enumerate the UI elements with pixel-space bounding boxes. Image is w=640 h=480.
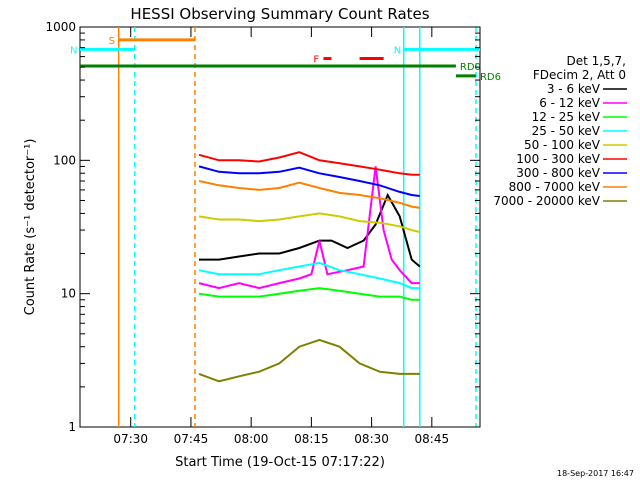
legend-header-line-1: Det 1,5,7, <box>567 54 627 68</box>
legend-entry-2: 12 - 25 keV <box>532 110 601 124</box>
x-axis-label: Start Time (19-Oct-15 07:17:22) <box>175 455 385 470</box>
x-tick-label-0: 07:30 <box>113 432 148 446</box>
series-line-5 <box>198 151 420 176</box>
series-line-8 <box>198 338 420 383</box>
legend-entry-8: 7000 - 20000 keV <box>493 194 600 208</box>
legend-header-line-2: FDecim 2, Att 0 <box>533 68 626 82</box>
legend-entry-6: 300 - 800 keV <box>516 166 600 180</box>
vertical-markers <box>117 27 477 427</box>
y-tick-label-1: 10 <box>61 287 76 301</box>
series-line-3 <box>198 261 420 290</box>
x-tick-label-2: 08:00 <box>234 432 269 446</box>
y-axis-label: Count Rate (s⁻¹ detector⁻¹) <box>23 139 38 316</box>
flag-label-0: S <box>109 36 115 47</box>
legend-entry-4: 50 - 100 keV <box>524 138 601 152</box>
legend-entry-7: 800 - 7000 keV <box>509 180 601 194</box>
chart-title: HESSI Observing Summary Count Rates <box>130 5 429 23</box>
flag-label-6: RD6 <box>480 72 501 83</box>
footer-date: 18-Sep-2017 16:47 <box>557 469 634 478</box>
x-tick-label-5: 08:45 <box>415 432 450 446</box>
flag-label-1: N <box>70 45 77 56</box>
y-tick-label-3: 1000 <box>45 20 76 34</box>
legend-entry-5: 100 - 300 keV <box>516 152 600 166</box>
series-lines <box>198 151 421 383</box>
series-line-1 <box>198 166 420 290</box>
x-tick-label-3: 08:15 <box>294 432 329 446</box>
flag-label-2: N <box>394 45 401 56</box>
series-line-6 <box>198 165 420 197</box>
legend-entry-0: 3 - 6 keV <box>547 82 601 96</box>
series-line-0 <box>199 192 421 268</box>
flag-label-5: RD0 <box>460 62 481 73</box>
y-tick-label-0: 1 <box>68 420 76 434</box>
legend-entry-3: 25 - 50 keV <box>532 124 601 138</box>
x-tick-label-4: 08:30 <box>354 432 389 446</box>
flag-label-3: F <box>313 55 319 66</box>
series-line-4 <box>198 212 421 233</box>
plot-frame <box>79 26 481 428</box>
series-line-2 <box>198 287 420 301</box>
y-tick-label-2: 100 <box>53 153 76 167</box>
legend-entry-1: 6 - 12 keV <box>539 96 601 110</box>
x-tick-label-1: 07:45 <box>174 432 209 446</box>
series-line-7 <box>198 180 420 209</box>
axes: 07:30 07:45 08:00 08:15 08:30 08:45 1 10 100 1000 <box>45 20 480 446</box>
